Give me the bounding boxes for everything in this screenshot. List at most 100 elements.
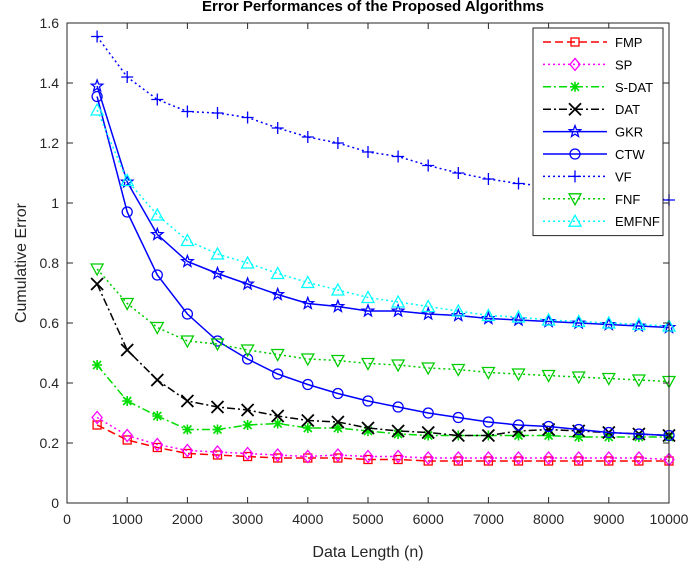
data-point-dat <box>451 428 465 443</box>
legend: FMP SP S-DAT DAT GKR CTW VF FNF EMFNF <box>532 27 664 237</box>
data-point-dat <box>271 409 285 423</box>
data-point-fnf <box>481 366 496 380</box>
data-point-ctw <box>482 416 495 428</box>
y-tick-label: 0.2 <box>40 435 60 451</box>
x-tick-label: 9000 <box>593 511 624 527</box>
data-point-emfnf <box>631 317 646 331</box>
data-point-fnf <box>150 321 165 335</box>
legend-marker <box>570 37 580 47</box>
data-point-sp <box>211 444 224 460</box>
data-point-emfnf <box>240 255 255 269</box>
series-sp <box>91 410 675 467</box>
legend-label: FMP <box>615 35 642 50</box>
data-point-s-dat <box>543 430 554 441</box>
data-point-s-dat <box>272 418 283 429</box>
data-point-dat <box>240 403 255 417</box>
data-point-emfnf <box>541 312 556 326</box>
x-tick-label: 3000 <box>232 511 263 527</box>
legend-marker <box>567 193 583 207</box>
data-point-s-dat <box>423 430 434 441</box>
data-point-sp <box>181 443 194 458</box>
series-line-gkr <box>96 85 670 329</box>
data-point-s-dat <box>573 432 584 442</box>
data-point-vf <box>151 93 164 106</box>
data-point-dat <box>331 415 345 429</box>
y-tick-label: 1.4 <box>40 75 60 91</box>
data-point-dat <box>541 422 556 437</box>
data-point-vf <box>121 71 134 83</box>
data-point-sp <box>542 450 555 466</box>
series-line-dat <box>96 283 670 437</box>
legend-label: FNF <box>615 192 640 207</box>
data-point-s-dat <box>332 423 343 433</box>
data-point-s-dat <box>242 420 253 430</box>
legend-item-ctw: CTW <box>543 147 645 162</box>
data-point-ctw <box>422 407 434 419</box>
data-point-fnf <box>330 354 345 368</box>
y-tick-label: 1.6 <box>40 15 60 31</box>
series-emfnf <box>90 102 677 332</box>
data-point-emfnf <box>571 314 586 328</box>
data-point-emfnf <box>150 207 165 221</box>
data-point-sp <box>602 450 615 466</box>
series-line-fmp <box>96 424 669 462</box>
data-point-fnf <box>120 297 135 311</box>
data-point-ctw <box>512 419 525 431</box>
legend-marker <box>569 148 581 160</box>
data-point-vf <box>331 137 344 149</box>
data-point-s-dat <box>513 430 524 441</box>
data-point-fnf <box>541 369 556 383</box>
data-point-ctw <box>392 401 404 413</box>
legend-item-gkr: GKR <box>543 123 643 140</box>
legend-marker <box>567 123 583 138</box>
data-point-dat <box>301 413 315 428</box>
data-point-emfnf <box>360 290 376 304</box>
data-point-vf <box>362 146 374 158</box>
data-point-fnf <box>421 362 436 376</box>
x-tick-label: 6000 <box>413 511 444 527</box>
data-point-gkr <box>631 318 647 333</box>
data-point-emfnf <box>180 233 195 247</box>
data-point-gkr <box>149 226 165 241</box>
data-point-s-dat <box>633 432 644 442</box>
data-point-gkr <box>210 265 225 280</box>
data-point-gkr <box>360 303 376 318</box>
legend-label: DAT <box>615 102 640 117</box>
data-point-emfnf <box>421 299 436 313</box>
data-point-dat <box>150 373 164 387</box>
data-point-gkr <box>571 315 587 330</box>
legend-label: GKR <box>615 125 643 140</box>
data-point-gkr <box>300 295 316 310</box>
legend-label: CTW <box>615 147 645 162</box>
legend-marker <box>569 57 581 72</box>
data-point-sp <box>452 450 465 466</box>
legend-label: S-DAT <box>615 80 653 95</box>
data-point-vf <box>422 159 435 172</box>
x-tick-label: 5000 <box>352 511 383 527</box>
data-point-emfnf <box>270 266 285 280</box>
series-fnf <box>90 263 677 389</box>
data-point-fnf <box>360 357 376 371</box>
y-tick-label: 0.4 <box>40 375 60 391</box>
data-point-gkr <box>89 78 105 93</box>
data-point-sp <box>241 446 254 461</box>
data-point-fnf <box>270 348 285 362</box>
data-point-fnf <box>451 363 466 377</box>
data-point-s-dat <box>302 423 313 433</box>
data-point-dat <box>481 428 496 443</box>
data-point-ctw <box>91 90 103 103</box>
legend-item-sp: SP <box>543 57 632 72</box>
legend-item-vf: VF <box>543 169 632 184</box>
legend-item-dat: DAT <box>543 102 640 117</box>
data-point-sp <box>422 450 435 466</box>
data-point-sp <box>301 449 314 464</box>
data-point-ctw <box>573 423 585 436</box>
x-tick-label: 1000 <box>112 511 143 527</box>
data-point-dat <box>180 394 195 408</box>
data-point-emfnf <box>300 275 315 289</box>
y-tick-label: 1 <box>51 195 59 211</box>
data-point-gkr <box>270 286 286 301</box>
data-point-vf <box>482 173 495 185</box>
data-point-sp <box>633 450 645 466</box>
